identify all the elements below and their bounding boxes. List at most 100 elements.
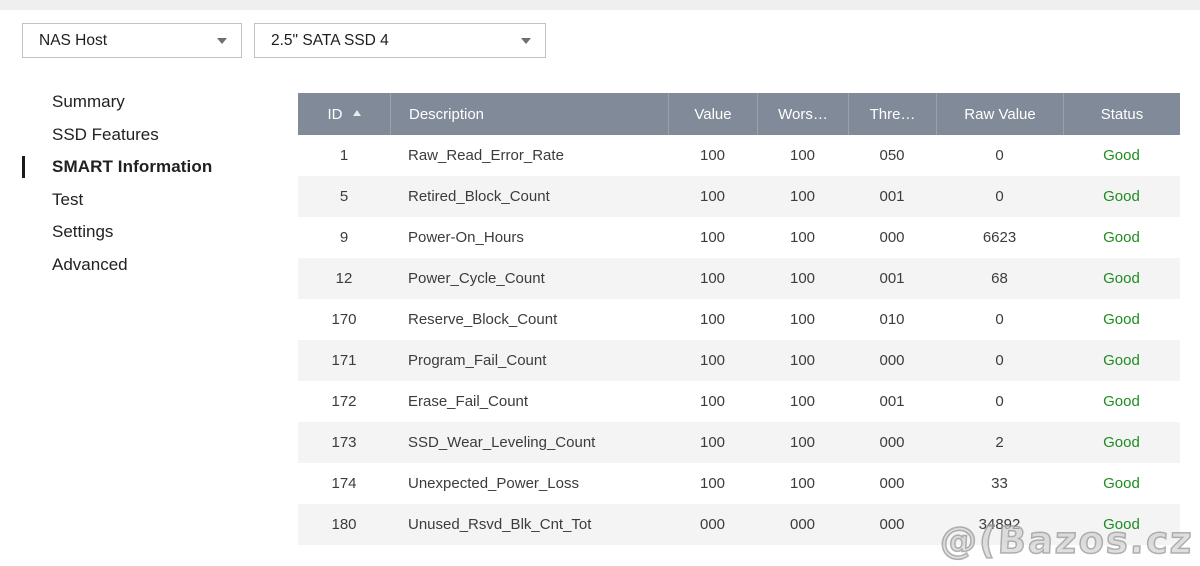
table-row: 172 Erase_Fail_Count 100 100 001 0 Good [298,381,1180,422]
cell-status: Good [1103,475,1140,492]
cell-worst: 100 [789,475,816,492]
cell-id: 174 [331,475,357,492]
table-row: 174 Unexpected_Power_Loss 100 100 000 33 Good [298,463,1180,504]
sort-ascending-icon [352,110,361,116]
cell-threshold: 000 [879,516,905,533]
cell-raw_value: 33 [991,475,1008,492]
device-select[interactable]: 2.5" SATA SSD 4 [254,23,546,58]
cell-threshold: 000 [879,434,905,451]
column-header-label: ID [327,105,343,123]
cell-value: 100 [699,270,726,287]
table-row: 170 Reserve_Block_Count 100 100 010 0 Good [298,299,1180,340]
cell-status: Good [1103,393,1140,410]
cell-description: Unused_Rsvd_Blk_Cnt_Tot [408,516,592,533]
cell-threshold: 001 [879,270,905,287]
cell-id: 171 [331,352,357,369]
cell-status: Good [1103,516,1140,533]
sidebar-item-label: Summary [52,92,125,112]
column-header-value[interactable]: Value [668,93,757,135]
table-header-row: ID Description Value Wors… Thre… Raw Value Sta… [298,93,1180,135]
cell-threshold: 050 [879,147,905,164]
cell-threshold: 000 [879,352,905,369]
sidebar-item-smart-information[interactable]: SMART Information [22,151,262,184]
cell-status: Good [1103,229,1140,246]
sidebar-item-settings[interactable]: Settings [22,216,262,249]
cell-worst: 100 [789,229,816,246]
column-header-description[interactable]: Description [390,93,668,135]
cell-threshold: 001 [879,188,905,205]
column-header-status[interactable]: Status [1063,93,1180,135]
column-header-label: Value [694,105,732,123]
cell-worst: 100 [789,188,816,205]
cell-value: 100 [699,147,726,164]
table-row: 5 Retired_Block_Count 100 100 001 0 Good [298,176,1180,217]
sidebar-item-test[interactable]: Test [22,184,262,217]
table-row: 180 Unused_Rsvd_Blk_Cnt_Tot 000 000 000 34892… [298,504,1180,545]
sidebar-item-label: SSD Features [52,124,159,144]
device-select-value: 2.5" SATA SSD 4 [271,31,389,49]
cell-description: Raw_Read_Error_Rate [408,147,564,164]
cell-worst: 100 [789,270,816,287]
cell-status: Good [1103,434,1140,451]
nas-host-select-value: NAS Host [39,31,108,49]
cell-id: 12 [335,270,353,287]
cell-status: Good [1103,352,1140,369]
cell-description: Unexpected_Power_Loss [408,475,579,492]
cell-status: Good [1103,147,1140,164]
table-row: 9 Power-On_Hours 100 100 000 6623 Good [298,217,1180,258]
cell-worst: 000 [789,516,816,533]
cell-threshold: 000 [879,229,905,246]
cell-description: Erase_Fail_Count [408,393,529,410]
sidebar-item-label: Settings [52,222,114,242]
cell-threshold: 000 [879,475,905,492]
cell-id: 173 [331,434,357,451]
column-header-id[interactable]: ID [298,93,390,135]
cell-id: 9 [339,229,349,246]
cell-id: 170 [331,311,357,328]
column-header-worst[interactable]: Wors… [757,93,848,135]
cell-description: Program_Fail_Count [408,352,547,369]
cell-raw_value: 6623 [982,229,1017,246]
cell-raw_value: 68 [991,270,1008,287]
cell-status: Good [1103,311,1140,328]
sidebar-item-label: SMART Information [52,157,213,177]
cell-description: Power_Cycle_Count [408,270,545,287]
table-row: 1 Raw_Read_Error_Rate 100 100 050 0 Good [298,135,1180,176]
cell-value: 100 [699,311,726,328]
cell-worst: 100 [789,147,816,164]
table-row: 173 SSD_Wear_Leveling_Count 100 100 000 2 Good [298,422,1180,463]
active-item-indicator [22,156,25,178]
cell-value: 100 [699,188,726,205]
sidebar-item-advanced[interactable]: Advanced [22,249,262,282]
cell-value: 100 [699,352,726,369]
cell-status: Good [1103,188,1140,205]
column-header-label: Description [409,105,485,123]
sidebar-item-ssd-features[interactable]: SSD Features [22,119,262,152]
chevron-down-icon [217,37,227,44]
cell-raw_value: 0 [995,352,1004,369]
column-header-label: Thre… [869,105,916,123]
chevron-down-icon [521,37,531,44]
cell-worst: 100 [789,311,816,328]
cell-id: 180 [331,516,357,533]
column-header-label: Raw Value [964,105,1036,123]
sidebar-nav: Summary SSD Features SMART Information Test… [22,86,262,281]
nas-host-select[interactable]: NAS Host [22,23,242,58]
cell-raw_value: 2 [995,434,1004,451]
sidebar-item-label: Advanced [52,254,128,274]
sidebar-item-summary[interactable]: Summary [22,86,262,119]
cell-value: 100 [699,229,726,246]
cell-worst: 100 [789,434,816,451]
column-header-raw_value[interactable]: Raw Value [936,93,1063,135]
table-row: 171 Program_Fail_Count 100 100 000 0 Good [298,340,1180,381]
cell-id: 172 [331,393,357,410]
column-header-label: Wors… [778,105,828,123]
cell-threshold: 010 [879,311,905,328]
column-header-threshold[interactable]: Thre… [848,93,936,135]
table-body: 1 Raw_Read_Error_Rate 100 100 050 0 Good 5 Retir… [298,135,1180,545]
cell-id: 1 [339,147,349,164]
table-row: 12 Power_Cycle_Count 100 100 001 68 Good [298,258,1180,299]
smart-table: ID Description Value Wors… Thre… Raw Value Sta… [298,93,1180,545]
cell-worst: 100 [789,393,816,410]
cell-description: Power-On_Hours [408,229,524,246]
